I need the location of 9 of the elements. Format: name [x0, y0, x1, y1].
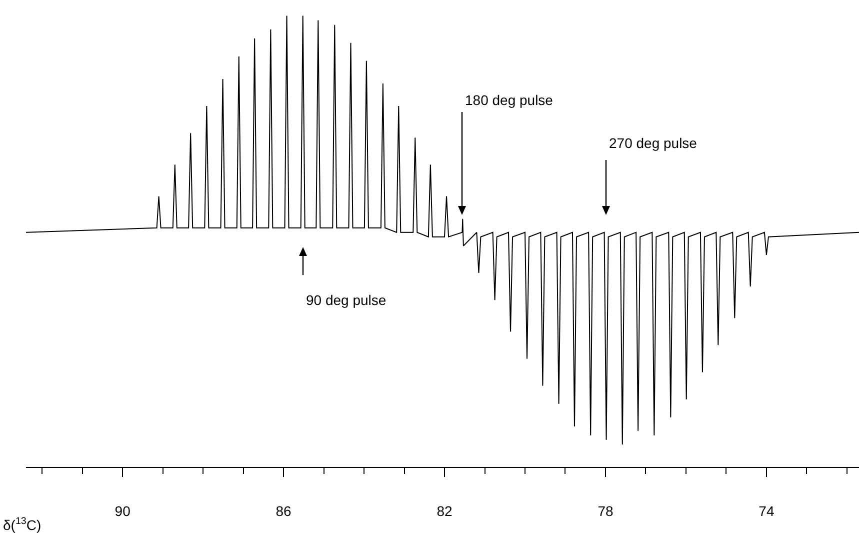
x-tick-label: 74 [758, 502, 774, 519]
x-tick-label: 78 [598, 502, 614, 519]
x-axis-title: δ($^{13}$C) [3, 516, 42, 533]
annotation: 270 deg pulse [609, 135, 698, 151]
x-tick-label: 82 [436, 502, 453, 519]
annotation: 180 deg pulse [465, 92, 554, 108]
annotation: 90 deg pulse [306, 292, 386, 308]
x-tick-label: 90 [114, 502, 131, 519]
x-tick-label: 86 [276, 502, 292, 519]
